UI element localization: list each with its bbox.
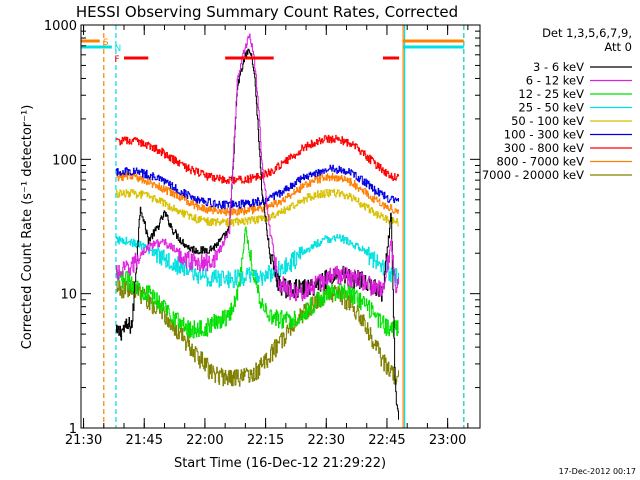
status-flag-label: N	[115, 44, 122, 54]
plot-frame	[80, 24, 481, 429]
series-layer	[115, 33, 399, 420]
y-axis: 1 10 100 1000	[44, 19, 480, 437]
legend-entry-label: 25 - 50 keV	[518, 101, 584, 115]
legend-header-line-2: Att 0	[604, 40, 632, 54]
x-tick-label: 21:30	[65, 433, 102, 448]
legend-entry-label: 3 - 6 keV	[533, 60, 584, 74]
y-axis-label: Corrected Count Rate (s⁻¹ detector⁻¹)	[20, 105, 35, 350]
legend-entry-label: 7000 - 20000 keV	[482, 168, 584, 182]
x-axis: 21:30 21:45 22:00 22:15 22:30 22:45 23:00	[65, 25, 469, 448]
series-line	[115, 279, 399, 387]
series-line	[115, 33, 399, 302]
y-tick-label: 100	[52, 153, 77, 168]
x-tick-label: 22:00	[186, 433, 223, 448]
y-tick-label: 1000	[44, 19, 77, 34]
series-line	[115, 48, 399, 420]
series-line	[115, 226, 399, 339]
series-line	[115, 188, 399, 227]
series-line	[115, 164, 399, 210]
legend-entry-label: 100 - 300 keV	[504, 128, 584, 142]
x-tick-label: 22:45	[368, 433, 405, 448]
series-line	[115, 172, 399, 216]
status-flag-label: F	[114, 55, 119, 65]
legend-entry-label: 800 - 7000 keV	[496, 155, 584, 169]
vertical-markers	[103, 25, 465, 428]
x-axis-label: Start Time (16-Dec-12 21:29:22)	[174, 456, 386, 471]
x-tick-label: 21:45	[126, 433, 163, 448]
status-flags: SNF	[81, 38, 464, 65]
x-tick-label: 22:15	[247, 433, 284, 448]
footer-date: 17-Dec-2012 00:17	[559, 467, 636, 476]
x-tick-label: 22:30	[308, 433, 345, 448]
legend-entry-label: 6 - 12 keV	[526, 74, 584, 88]
legend-header-line-1: Det 1,3,5,6,7,9,	[542, 26, 632, 40]
x-tick-label: 23:00	[429, 433, 466, 448]
y-tick-label: 10	[60, 288, 77, 303]
status-flag-label: S	[103, 38, 109, 48]
chart-title: HESSI Observing Summary Count Rates, Cor…	[76, 3, 458, 21]
legend-entry-label: 300 - 800 keV	[504, 141, 584, 155]
series-line	[115, 134, 399, 185]
legend-entry-label: 50 - 100 keV	[511, 114, 584, 128]
y-tick-label: 1	[69, 422, 77, 437]
plot-area: SNF	[81, 25, 465, 428]
legend-entry-label: 12 - 25 keV	[518, 87, 584, 101]
